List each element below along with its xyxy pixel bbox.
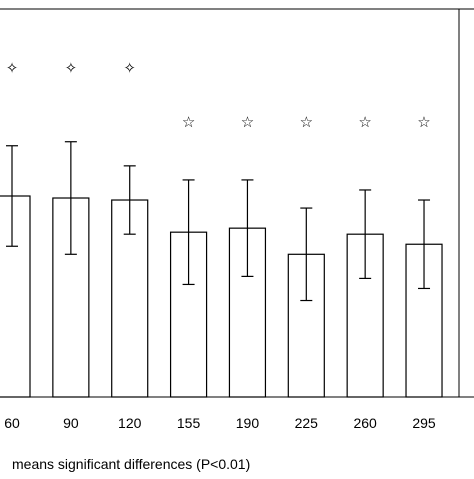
bar — [228, 227, 267, 398]
x-tick-label: 155 — [177, 415, 201, 431]
x-tick-labels-group: 60 90 120 155 190 225 260 295 — [4, 415, 436, 431]
significance-marker: ☆ — [417, 114, 430, 131]
significance-marker: ✧ — [65, 60, 78, 77]
marker-note: means significant differences (P<0.01) — [12, 456, 250, 472]
x-tick-label: 295 — [412, 415, 436, 431]
bar — [346, 233, 384, 398]
x-tick-label: 190 — [236, 415, 260, 431]
significance-markers-group: ✧ ✧ ✧ ☆ ☆ ☆ ☆ ☆ — [6, 60, 431, 131]
bars-group — [0, 195, 443, 398]
x-tick-label: 90 — [63, 415, 79, 431]
marker-note-text: means significant differences (P<0.01) — [12, 456, 250, 472]
significance-marker: ☆ — [300, 114, 313, 131]
significance-marker: ☆ — [182, 114, 195, 131]
x-tick-label: 260 — [353, 415, 377, 431]
bar — [0, 195, 31, 398]
x-tick-label: 60 — [4, 415, 20, 431]
x-tick-label: 225 — [295, 415, 319, 431]
significance-marker: ✧ — [123, 60, 136, 77]
error-bars-group — [6, 141, 431, 302]
x-tick-label: 120 — [118, 415, 142, 431]
significance-marker: ✧ — [6, 60, 19, 77]
significance-marker: ☆ — [358, 114, 371, 131]
significance-marker: ☆ — [241, 114, 254, 131]
